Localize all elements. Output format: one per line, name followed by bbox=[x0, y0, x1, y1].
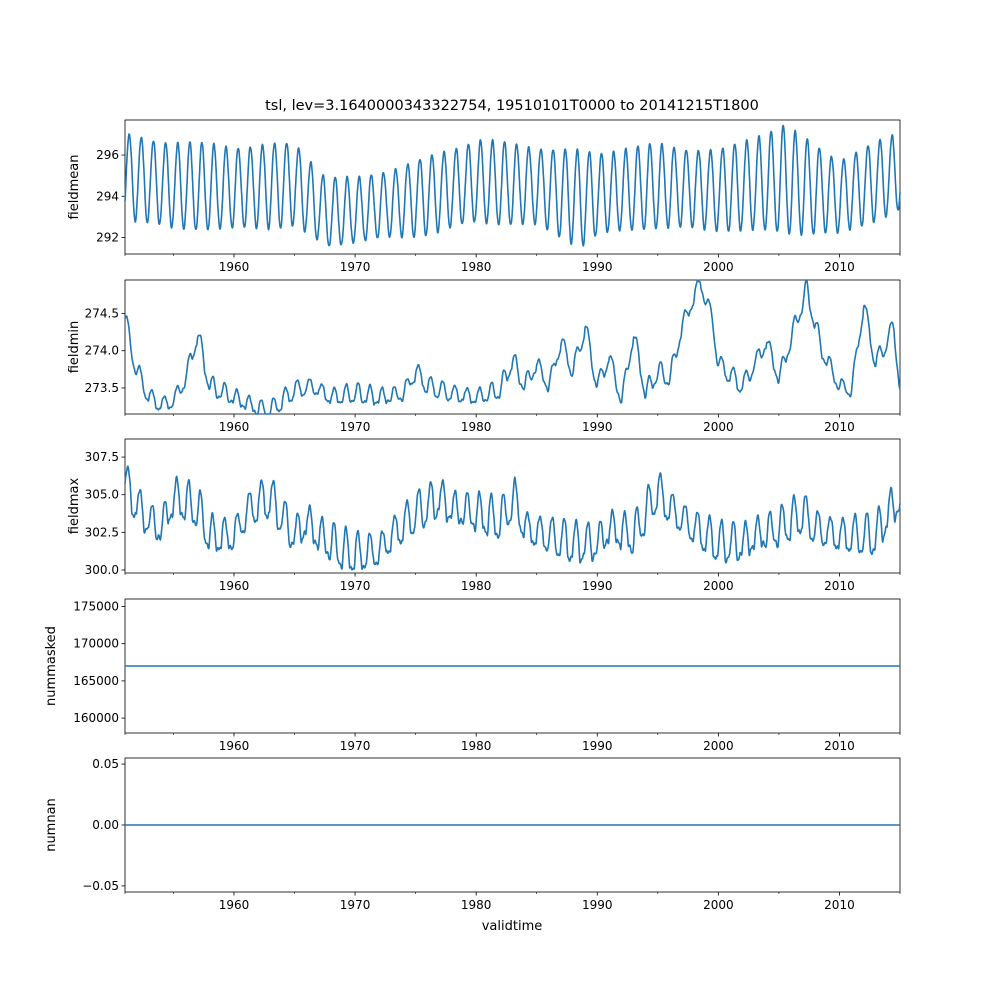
y-tick-label: 274.0 bbox=[85, 344, 119, 358]
y-tick-label: 296 bbox=[96, 148, 119, 162]
y-axis-label: fieldmean bbox=[67, 155, 82, 220]
series-line-fieldmin bbox=[124, 279, 901, 415]
x-tick-label: 1960 bbox=[219, 420, 250, 434]
x-tick-label: 1980 bbox=[461, 739, 492, 753]
series-line-fieldmax bbox=[124, 465, 901, 571]
x-axis-label: validtime bbox=[482, 919, 543, 934]
x-tick-label: 2010 bbox=[824, 420, 855, 434]
x-tick-label: 1970 bbox=[340, 739, 371, 753]
y-tick-label: 300.0 bbox=[85, 563, 119, 577]
x-tick-label: 2010 bbox=[824, 898, 855, 912]
chart-title: tsl, lev=3.1640000343322754, 19510101T00… bbox=[265, 98, 759, 114]
y-tick-label: 0.00 bbox=[92, 818, 119, 832]
x-tick-label: 2000 bbox=[703, 579, 734, 593]
panel-fieldmax: 1960 1970 1980 1990 2000 2010 300.0 302.5 305.0 3… bbox=[67, 438, 901, 593]
x-tick-label: 1960 bbox=[219, 898, 250, 912]
x-tick-label: 2010 bbox=[824, 260, 855, 274]
y-tick-label: 294 bbox=[96, 189, 119, 203]
x-tick-label: 1970 bbox=[340, 260, 371, 274]
x-tick-label: 2010 bbox=[824, 579, 855, 593]
panel-fieldmin: 1960 1970 1980 1990 2000 2010 273.5 274.0 274.5f… bbox=[67, 279, 901, 434]
y-axis-label: fieldmin bbox=[67, 321, 82, 374]
panel-fieldmean: 1960 1970 1980 1990 2000 2010 292 294 296 fieldme… bbox=[67, 119, 901, 274]
x-tick-label: 1990 bbox=[582, 898, 613, 912]
x-tick-label: 2000 bbox=[703, 420, 734, 434]
axes-frame bbox=[124, 279, 901, 415]
panel-nummasked: 1960 1970 1980 1990 2000 2010 160000 165000 1700… bbox=[44, 598, 901, 753]
y-tick-label: 302.5 bbox=[85, 525, 119, 539]
x-tick-label: 2000 bbox=[703, 260, 734, 274]
y-tick-label: 305.0 bbox=[85, 488, 119, 502]
x-tick-label: 1960 bbox=[219, 739, 250, 753]
x-tick-label: 1980 bbox=[461, 420, 492, 434]
x-tick-label: 1980 bbox=[461, 579, 492, 593]
series-line-fieldmean bbox=[124, 124, 901, 247]
x-tick-label: 1980 bbox=[461, 260, 492, 274]
x-tick-label: 2010 bbox=[824, 739, 855, 753]
y-tick-label: 274.5 bbox=[85, 307, 119, 321]
y-axis-label: fieldmax bbox=[67, 478, 82, 535]
x-tick-label: 2000 bbox=[703, 739, 734, 753]
x-tick-label: 1990 bbox=[582, 739, 613, 753]
y-tick-label: 160000 bbox=[73, 711, 119, 725]
x-tick-label: 1960 bbox=[219, 579, 250, 593]
y-tick-label: 175000 bbox=[73, 599, 119, 613]
panel-numnan: 1960 1970 1980 1990 2000 2010 −0.05 0.00 0.05 num… bbox=[44, 757, 901, 912]
y-tick-label: 273.5 bbox=[85, 381, 119, 395]
x-tick-label: 1990 bbox=[582, 260, 613, 274]
x-tick-label: 1990 bbox=[582, 420, 613, 434]
y-tick-label: −0.05 bbox=[82, 879, 119, 893]
y-axis-label: numnan bbox=[44, 798, 59, 852]
y-tick-label: 0.05 bbox=[92, 757, 119, 771]
y-tick-label: 170000 bbox=[73, 637, 119, 651]
y-tick-label: 165000 bbox=[73, 674, 119, 688]
y-axis-label: nummasked bbox=[44, 626, 59, 706]
x-tick-label: 2000 bbox=[703, 898, 734, 912]
x-tick-label: 1970 bbox=[340, 579, 371, 593]
y-tick-label: 292 bbox=[96, 231, 119, 245]
x-tick-label: 1970 bbox=[340, 420, 371, 434]
x-tick-label: 1970 bbox=[340, 898, 371, 912]
y-tick-label: 307.5 bbox=[85, 450, 119, 464]
x-tick-label: 1980 bbox=[461, 898, 492, 912]
x-tick-label: 1990 bbox=[582, 579, 613, 593]
x-tick-label: 1960 bbox=[219, 260, 250, 274]
